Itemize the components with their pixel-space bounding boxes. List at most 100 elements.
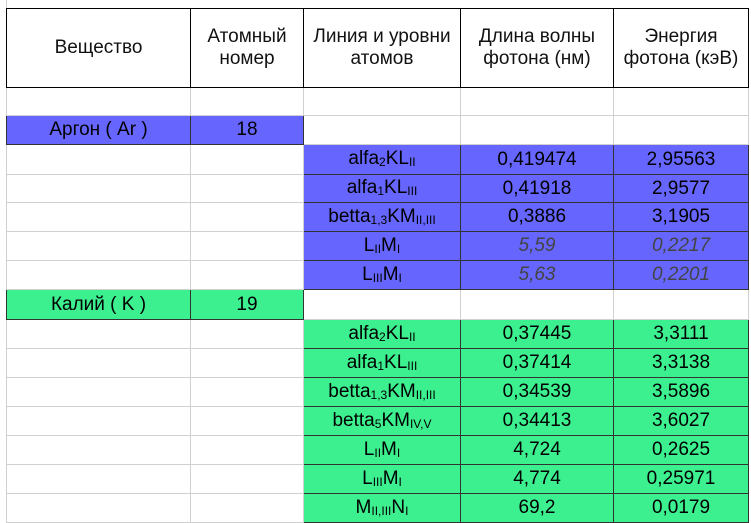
line-label-text: L [363,234,375,256]
line-label[interactable]: LIIMI [303,435,461,465]
empty-cell[interactable] [303,87,461,116]
empty-cell[interactable] [190,319,304,349]
empty-cell[interactable] [460,289,614,320]
empty-cell[interactable] [190,464,304,494]
line-label[interactable]: alfa2KLII [303,144,461,175]
empty-cell[interactable] [190,231,304,261]
line-label[interactable]: LIIIMI [303,260,461,290]
empty-cell[interactable] [190,348,304,378]
line-label[interactable]: betta1,3KMII,III [303,377,461,407]
line-label[interactable]: betta5KMIV,V [303,406,461,436]
empty-cell[interactable] [6,377,191,407]
line-label-text: alfa [348,322,380,344]
line-label-subscript: I [396,445,401,460]
empty-cell[interactable] [6,231,191,261]
line-label-text: alfa [346,351,378,373]
line-label-text: KL [384,177,408,198]
energy-value[interactable]: 0,2201 [613,260,749,290]
energy-value[interactable]: 2,9577 [613,174,749,203]
wavelength-value[interactable]: 0,34413 [460,406,614,436]
energy-value[interactable]: 0,0179 [613,493,749,523]
empty-cell[interactable] [190,493,304,523]
line-label-subscript: I [398,474,402,489]
energy-value[interactable]: 0,2217 [613,231,749,261]
empty-cell[interactable] [460,87,614,116]
wavelength-value[interactable]: 0,37445 [460,319,614,349]
energy-value[interactable]: 0,2625 [613,435,749,465]
line-label[interactable]: alfa1KLIII [303,348,461,378]
header-energy[interactable]: Энергия фотона (кэВ) [613,8,749,88]
empty-cell[interactable] [190,377,304,407]
line-label-text: KM [387,205,416,227]
empty-cell[interactable] [190,144,304,175]
empty-cell[interactable] [613,87,749,116]
wavelength-value[interactable]: 4,724 [460,435,614,465]
empty-cell[interactable] [190,406,304,436]
empty-cell[interactable] [190,87,304,116]
wavelength-value[interactable]: 0,37414 [460,348,614,378]
line-label-text: KL [385,322,409,344]
empty-cell[interactable] [6,493,191,523]
empty-cell[interactable] [6,87,191,116]
empty-cell[interactable] [190,202,304,232]
substance-name[interactable]: Аргон ( Ar ) [6,115,191,145]
wavelength-value[interactable]: 0,34539 [460,377,614,407]
wavelength-value[interactable]: 69,2 [460,493,614,523]
atomic-number[interactable]: 19 [190,289,304,320]
table-row: Вещество Атомный номер Линия и уровни атом… [6,8,749,88]
wavelength-value[interactable]: 5,59 [460,231,614,261]
wavelength-value[interactable]: 0,3886 [460,202,614,232]
atomic-number[interactable]: 18 [190,115,304,145]
empty-cell[interactable] [6,435,191,465]
wavelength-value[interactable]: 5,63 [460,260,614,290]
header-substance[interactable]: Вещество [6,8,191,88]
energy-value[interactable]: 3,1905 [613,202,749,232]
line-label[interactable]: betta1,3KMII,III [303,202,461,232]
energy-value[interactable]: 2,95563 [613,144,749,175]
energy-value[interactable]: 0,25971 [613,464,749,494]
energy-value[interactable]: 3,5896 [613,377,749,407]
empty-cell[interactable] [6,144,191,175]
line-label[interactable]: LIIIMI [303,464,461,494]
line-label[interactable]: LIIMI [303,231,461,261]
line-label-subscript: II,III [371,503,392,518]
wavelength-value[interactable]: 0,419474 [460,144,614,175]
line-label-subscript: 1,3 [370,212,388,227]
energy-value[interactable]: 3,3138 [613,348,749,378]
empty-cell[interactable] [6,260,191,290]
header-atomic-number[interactable]: Атомный номер [190,8,304,88]
energy-value[interactable]: 3,6027 [613,406,749,436]
line-label-text: alfa [346,177,378,198]
table-row: Аргон ( Ar ) 18 [6,115,749,145]
line-label-subscript: I [396,241,401,256]
line-label-text: alfa [348,148,380,169]
empty-cell[interactable] [303,115,461,145]
empty-cell[interactable] [190,435,304,465]
empty-cell[interactable] [6,319,191,349]
empty-cell[interactable] [613,115,749,145]
line-label[interactable]: alfa2KLII [303,319,461,349]
empty-cell[interactable] [303,289,461,320]
empty-cell[interactable] [613,289,749,320]
wavelength-value[interactable]: 4,774 [460,464,614,494]
line-label[interactable]: alfa1KLIII [303,174,461,203]
header-line-levels[interactable]: Линия и уровни атомов [303,8,461,88]
line-label-text: betta [328,380,371,402]
empty-cell[interactable] [190,174,304,203]
empty-cell[interactable] [6,406,191,436]
line-label[interactable]: MII,IIINI [303,493,461,523]
line-label-text: betta [328,205,371,227]
empty-cell[interactable] [6,348,191,378]
header-wavelength[interactable]: Длина волны фотона (нм) [460,8,614,88]
line-label-text: M [382,263,399,285]
line-label-subscript: II,III [415,387,436,402]
empty-cell[interactable] [190,260,304,290]
empty-cell[interactable] [6,174,191,203]
empty-cell[interactable] [6,464,191,494]
energy-value[interactable]: 3,3111 [613,319,749,349]
line-label-subscript: III [407,358,418,373]
empty-cell[interactable] [460,115,614,145]
empty-cell[interactable] [6,202,191,232]
substance-name[interactable]: Калий ( K ) [6,289,191,320]
wavelength-value[interactable]: 0,41918 [460,174,614,203]
